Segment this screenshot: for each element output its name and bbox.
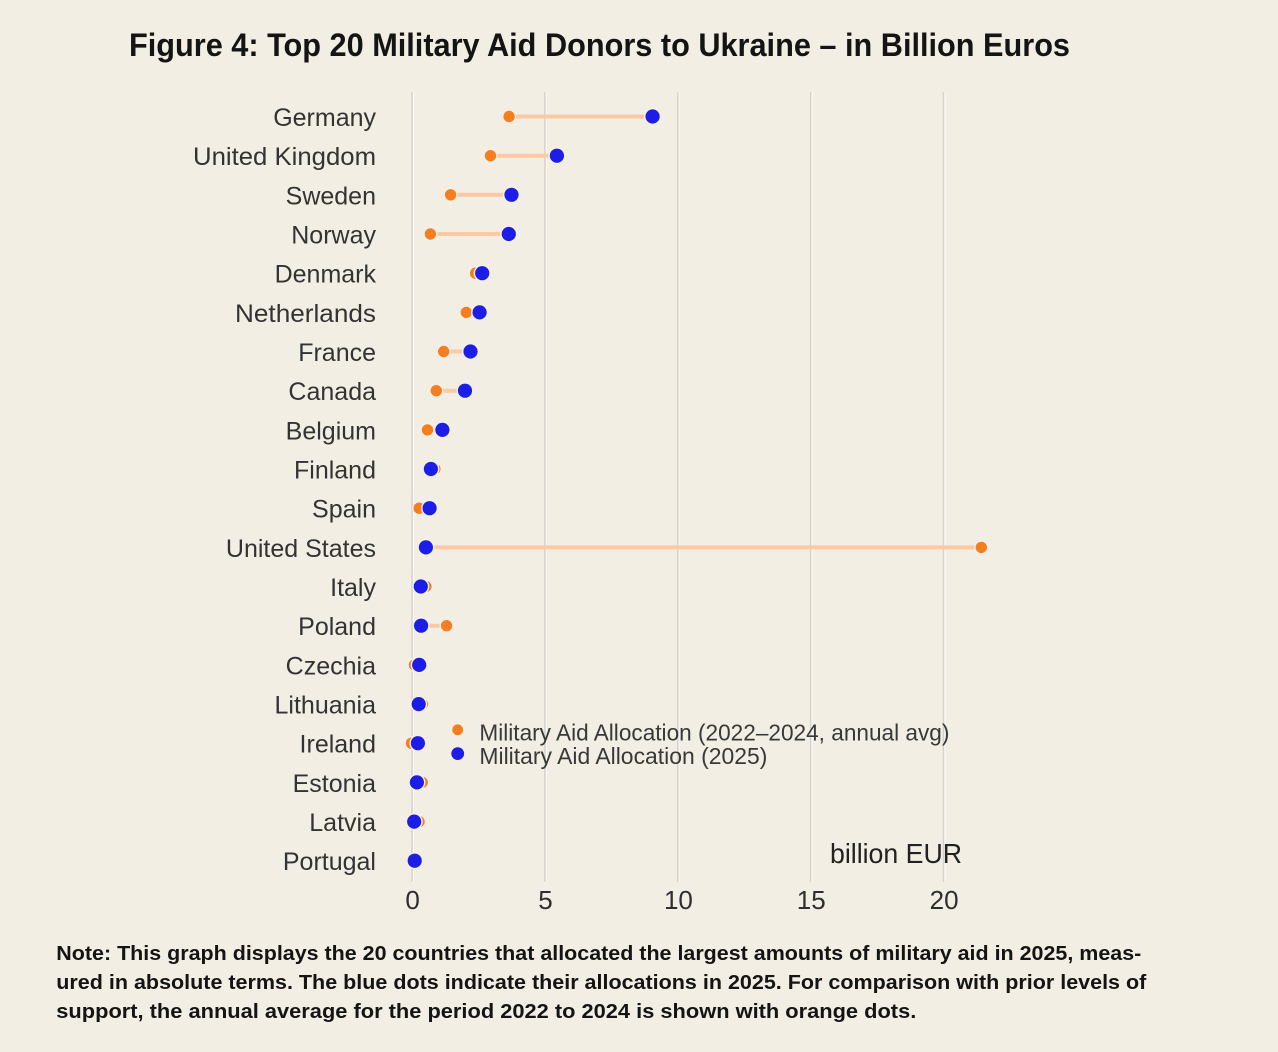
svg-text:5: 5 xyxy=(538,885,552,915)
svg-text:Ireland: Ireland xyxy=(300,731,376,759)
svg-text:Lithuania: Lithuania xyxy=(275,692,377,720)
svg-text:20: 20 xyxy=(930,885,959,915)
svg-text:Note: This graph displays the: Note: This graph displays the 20 countri… xyxy=(56,943,1141,965)
svg-text:10: 10 xyxy=(664,885,693,915)
svg-text:Netherlands: Netherlands xyxy=(235,300,376,328)
svg-text:Denmark: Denmark xyxy=(275,261,377,289)
svg-text:United Kingdom: United Kingdom xyxy=(193,143,376,171)
svg-text:15: 15 xyxy=(797,885,826,915)
svg-text:United States: United States xyxy=(226,535,376,563)
svg-text:Italy: Italy xyxy=(330,574,376,602)
svg-text:Poland: Poland xyxy=(298,613,376,641)
svg-text:Finland: Finland xyxy=(294,457,376,485)
svg-text:Belgium: Belgium xyxy=(286,417,376,445)
svg-text:ured in absolute terms. The bl: ured in absolute terms. The blue dots in… xyxy=(56,972,1146,994)
svg-text:Sweden: Sweden xyxy=(286,182,376,210)
svg-text:Estonia: Estonia xyxy=(293,770,376,798)
svg-text:Portugal: Portugal xyxy=(283,848,376,876)
svg-text:Norway: Norway xyxy=(291,222,376,250)
svg-text:Figure 4: Top 20 Military Aid: Figure 4: Top 20 Military Aid Donors to … xyxy=(129,27,1070,63)
svg-text:France: France xyxy=(298,339,376,367)
svg-text:Latvia: Latvia xyxy=(309,809,376,837)
svg-text:0: 0 xyxy=(405,885,419,915)
svg-text:Czechia: Czechia xyxy=(286,652,376,680)
svg-text:Military Aid Allocation (2025): Military Aid Allocation (2025) xyxy=(479,743,767,769)
svg-text:Military Aid Allocation (2022–: Military Aid Allocation (2022–2024, annu… xyxy=(479,720,949,746)
svg-text:Germany: Germany xyxy=(273,104,376,132)
svg-text:Spain: Spain xyxy=(312,496,376,524)
svg-text:support, the annual average fo: support, the annual average for the peri… xyxy=(56,1001,916,1023)
svg-text:Canada: Canada xyxy=(288,378,376,406)
svg-text:billion EUR: billion EUR xyxy=(830,838,962,869)
